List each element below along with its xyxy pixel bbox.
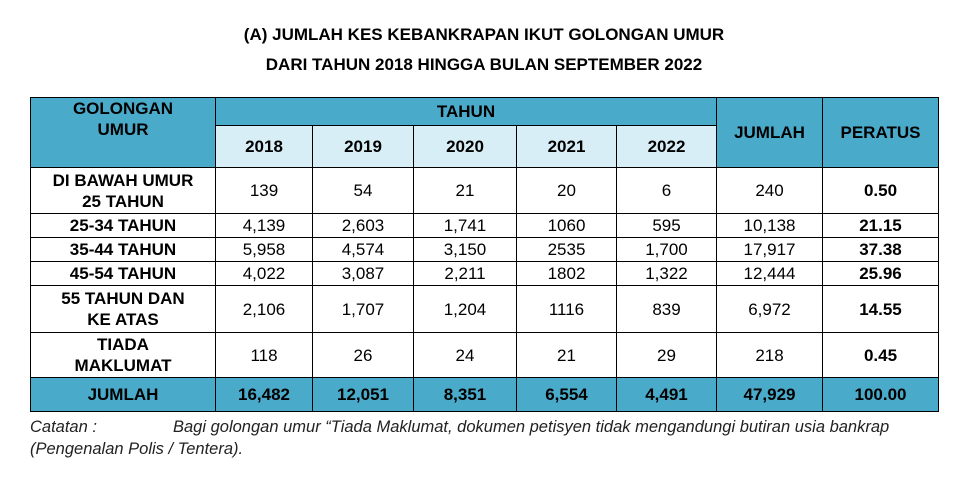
table-cell: 218 [716, 332, 823, 378]
table-cell: 21 [516, 332, 617, 378]
table-cell: 2535 [516, 237, 617, 262]
table-cell: 3,150 [413, 237, 517, 262]
table-cell: 8,351 [413, 377, 517, 412]
table-cell: 2,106 [215, 285, 313, 333]
table-cell: 0.50 [822, 167, 939, 214]
table-row: 25-34 TAHUN 4,139 2,603 1,741 1060 595 10,138 2… [30, 213, 939, 238]
table-cell: 17,917 [716, 237, 823, 262]
title-line: DARI TAHUN 2018 HINGGA BULAN SEPTEMBER 2… [265, 55, 703, 74]
table-row: 55 TAHUN DAN KE ATAS 2,106 1,707 1,204 1116 8… [30, 285, 939, 333]
table-cell: 25-34 TAHUN [30, 213, 216, 238]
table-cell: 24 [413, 332, 517, 378]
table-cell: 37.38 [822, 237, 939, 262]
table-cell: 6,554 [516, 377, 617, 412]
table-cell: JUMLAH [716, 97, 823, 168]
table-cell: 21.15 [822, 213, 939, 238]
table-cell: 3,087 [312, 261, 414, 286]
table-cell: 21 [413, 167, 517, 214]
table-cell: 4,574 [312, 237, 414, 262]
table-cell: 1802 [516, 261, 617, 286]
table-cell: 118 [215, 332, 313, 378]
table-cell: 2,211 [413, 261, 517, 286]
note-text: Bagi golongan umur “Tiada Maklumat, doku… [30, 418, 890, 458]
table-cell: DI BAWAH UMUR 25 TAHUN [30, 167, 216, 214]
table-cell: 1116 [516, 285, 617, 333]
table-row: 2018 2019 2020 2021 2022 [31, 125, 939, 168]
table-cell: 4,491 [616, 377, 717, 412]
table-cell: 1,322 [616, 261, 717, 286]
table-cell: 6 [616, 167, 717, 214]
table-cell: 25.96 [822, 261, 939, 286]
table-cell: 2021 [516, 125, 617, 168]
table-cell: 47,929 [716, 377, 823, 412]
table-cell: 55 TAHUN DAN KE ATAS [30, 285, 216, 333]
table-cell: 12,444 [716, 261, 823, 286]
table-cell: 595 [616, 213, 717, 238]
table-row: TIADA MAKLUMAT 118 26 24 21 29 218 0.45 [30, 332, 939, 378]
table-cell: 1060 [516, 213, 617, 238]
table-cell: TIADA MAKLUMAT [30, 332, 216, 378]
table-cell: 2018 [215, 125, 313, 168]
table-cell: 1,204 [413, 285, 517, 333]
table-cell: 1,700 [616, 237, 717, 262]
table-cell: 4,022 [215, 261, 313, 286]
table-cell: 0.45 [822, 332, 939, 378]
table-row: GOLONGAN UMUR TAHUN JUMLAH PERATUS [30, 97, 939, 168]
table-cell: 14.55 [822, 285, 939, 333]
table-cell: 240 [716, 167, 823, 214]
table-cell: 54 [312, 167, 414, 214]
table-cell: 2,603 [312, 213, 414, 238]
table-cell: 100.00 [822, 377, 939, 412]
table-cell: JUMLAH [30, 377, 216, 412]
table-row: JUMLAH 16,482 12,051 8,351 6,554 4,491 47,929 1… [30, 377, 939, 412]
table-cell: PERATUS [822, 97, 939, 168]
table-row: 35-44 TAHUN 5,958 4,574 3,150 2535 1,700 17,91… [30, 237, 939, 262]
table-cell: 1,707 [312, 285, 414, 333]
table-cell: 45-54 TAHUN [30, 261, 216, 286]
table-cell: 2019 [312, 125, 414, 168]
table-row: 45-54 TAHUN 4,022 3,087 2,211 1802 1,322 12,44… [30, 261, 939, 286]
table-cell: 10,138 [716, 213, 823, 238]
table-cell: 1,741 [413, 213, 517, 238]
table-cell: 29 [616, 332, 717, 378]
title-line: (A) JUMLAH KES KEBANKRAPAN IKUT GOLONGAN… [243, 25, 725, 44]
table-cell: 2022 [616, 125, 717, 168]
table-cell: 6,972 [716, 285, 823, 333]
table-cell: 26 [312, 332, 414, 378]
table: GOLONGAN UMUR TAHUN JUMLAH PERATUS 2018 2019 2… [30, 97, 939, 412]
table-cell: GOLONGAN UMUR [30, 97, 216, 168]
table-cell: 12,051 [312, 377, 414, 412]
table-cell: 2020 [413, 125, 517, 168]
table-cell: 5,958 [215, 237, 313, 262]
table-cell: 139 [215, 167, 313, 214]
table-cell: 16,482 [215, 377, 313, 412]
note: Catatan : Bagi golongan umur “Tiada Maklu… [30, 416, 930, 460]
table-cell: 20 [516, 167, 617, 214]
table-cell: 839 [616, 285, 717, 333]
table-cell: TAHUN [215, 97, 717, 126]
table-cell: 35-44 TAHUN [30, 237, 216, 262]
title: (A) JUMLAH KES KEBANKRAPAN IKUT GOLONGAN… [0, 20, 968, 80]
table-row: DI BAWAH UMUR 25 TAHUN 139 54 21 20 6 240 0.50 [30, 167, 939, 214]
table-cell: 4,139 [215, 213, 313, 238]
note-label: Catatan : [30, 418, 97, 436]
